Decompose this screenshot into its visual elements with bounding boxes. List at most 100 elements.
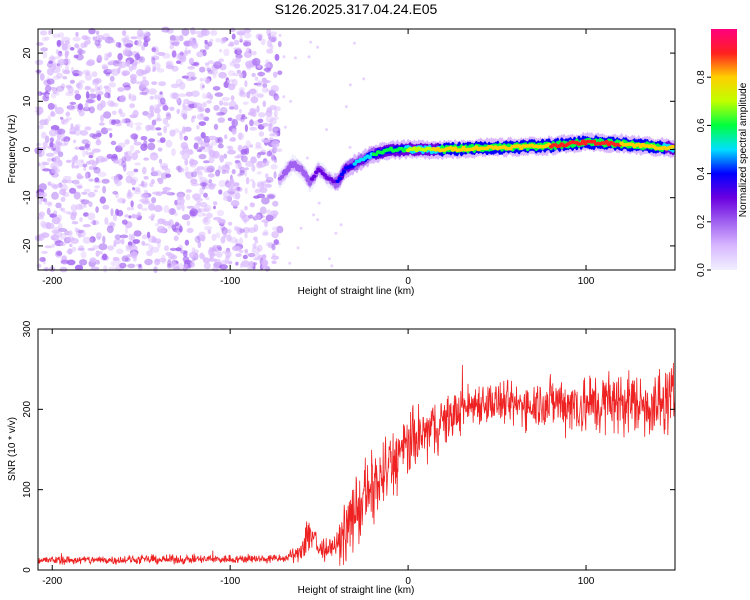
noise-blob xyxy=(154,49,160,56)
noise-blob xyxy=(126,194,132,200)
noise-blob xyxy=(159,137,166,144)
noise-blob xyxy=(71,211,78,217)
noise-blob xyxy=(191,115,197,119)
noise-blob xyxy=(261,87,269,93)
noise-blob xyxy=(89,133,96,138)
noise-blob xyxy=(39,213,43,218)
noise-blob xyxy=(248,112,253,116)
noise-blob xyxy=(108,266,118,271)
noise-blob xyxy=(257,71,266,77)
noise-blob xyxy=(88,165,94,171)
noise-blob xyxy=(221,250,231,255)
noise-blob xyxy=(79,130,89,136)
noise-blob xyxy=(157,132,163,137)
noise-blob xyxy=(65,111,71,117)
x-tick-label: -200 xyxy=(42,576,62,587)
noise-blob xyxy=(246,91,251,99)
noise-blob xyxy=(198,153,207,160)
noise-blob xyxy=(55,90,60,96)
noise-blob xyxy=(53,104,58,110)
noise-blob xyxy=(44,118,49,126)
noise-blob xyxy=(85,99,95,104)
noise-blob xyxy=(221,169,227,175)
noise-blob xyxy=(271,153,275,162)
noise-blob xyxy=(194,30,203,35)
y-tick-label: -10 xyxy=(22,190,33,205)
noise-blob xyxy=(131,207,134,211)
noise-blob xyxy=(208,179,213,184)
noise-blob xyxy=(201,85,205,88)
noise-blob xyxy=(97,171,107,178)
noise-blob xyxy=(132,187,136,191)
noise-blob xyxy=(151,57,156,65)
noise-blob xyxy=(150,171,159,177)
noise-blob xyxy=(244,167,249,171)
colorbar-tick-label: 0.6 xyxy=(696,118,707,132)
noise-blob xyxy=(186,227,194,234)
noise-blob xyxy=(70,204,78,212)
noise-blob xyxy=(92,148,101,153)
noise-blob xyxy=(94,39,101,47)
noise-blob xyxy=(241,114,246,118)
noise-blob xyxy=(179,54,187,63)
noise-blob xyxy=(212,266,220,272)
noise-blob xyxy=(174,212,178,217)
noise-blob xyxy=(193,102,203,109)
noise-blob xyxy=(144,258,153,266)
noise-blob xyxy=(154,94,159,100)
noise-blob xyxy=(237,132,245,140)
noise-blob xyxy=(270,210,279,217)
noise-blob xyxy=(252,180,256,189)
noise-blob xyxy=(175,35,180,41)
noise-blob xyxy=(180,249,188,254)
noise-blob xyxy=(219,154,225,163)
noise-blob xyxy=(189,210,196,217)
noise-blob xyxy=(124,214,129,218)
noise-blob xyxy=(262,83,268,88)
noise-blob xyxy=(175,53,185,61)
noise-blob xyxy=(200,132,206,139)
noise-blob xyxy=(57,52,63,58)
noise-blob xyxy=(73,191,81,200)
noise-blob xyxy=(208,135,217,141)
colorbar-tick-label: 0.8 xyxy=(696,70,707,84)
noise-blob xyxy=(40,47,48,52)
noise-blob xyxy=(142,166,147,175)
noise-blob xyxy=(266,150,273,157)
noise-blob xyxy=(51,165,57,174)
noise-blob xyxy=(229,41,234,47)
noise-blob xyxy=(254,76,259,81)
noise-blob xyxy=(53,230,63,238)
noise-blob xyxy=(121,160,127,168)
noise-blob xyxy=(36,142,42,147)
noise-blob xyxy=(248,214,254,219)
noise-blob xyxy=(161,165,169,171)
noise-blob xyxy=(248,88,257,95)
noise-blob xyxy=(202,93,207,99)
noise-blob xyxy=(157,147,163,152)
noise-blob xyxy=(227,228,232,234)
noise-blob xyxy=(88,154,94,159)
noise-blob xyxy=(77,103,84,111)
noise-blob xyxy=(105,127,113,131)
snr-x-ticks: -200 -100 0 100 xyxy=(42,329,595,587)
noise-blob xyxy=(185,171,194,179)
snr-y-ticks: 0 100 200 300 xyxy=(22,320,675,573)
noise-blob xyxy=(76,49,86,55)
noise-blob xyxy=(66,236,75,242)
noise-blob xyxy=(199,66,206,73)
noise-blob xyxy=(272,226,279,231)
noise-blob xyxy=(245,47,251,54)
noise-blob xyxy=(143,139,148,148)
noise-blob xyxy=(95,91,104,96)
noise-blob xyxy=(204,107,211,114)
noise-blob xyxy=(230,137,237,142)
noise-blob xyxy=(274,53,280,61)
noise-blob xyxy=(179,82,186,90)
noise-blob xyxy=(253,82,262,86)
noise-blob xyxy=(60,259,69,265)
noise-blob xyxy=(183,135,188,141)
noise-blob xyxy=(57,141,63,148)
noise-blob xyxy=(141,200,151,205)
noise-blob xyxy=(253,257,261,261)
